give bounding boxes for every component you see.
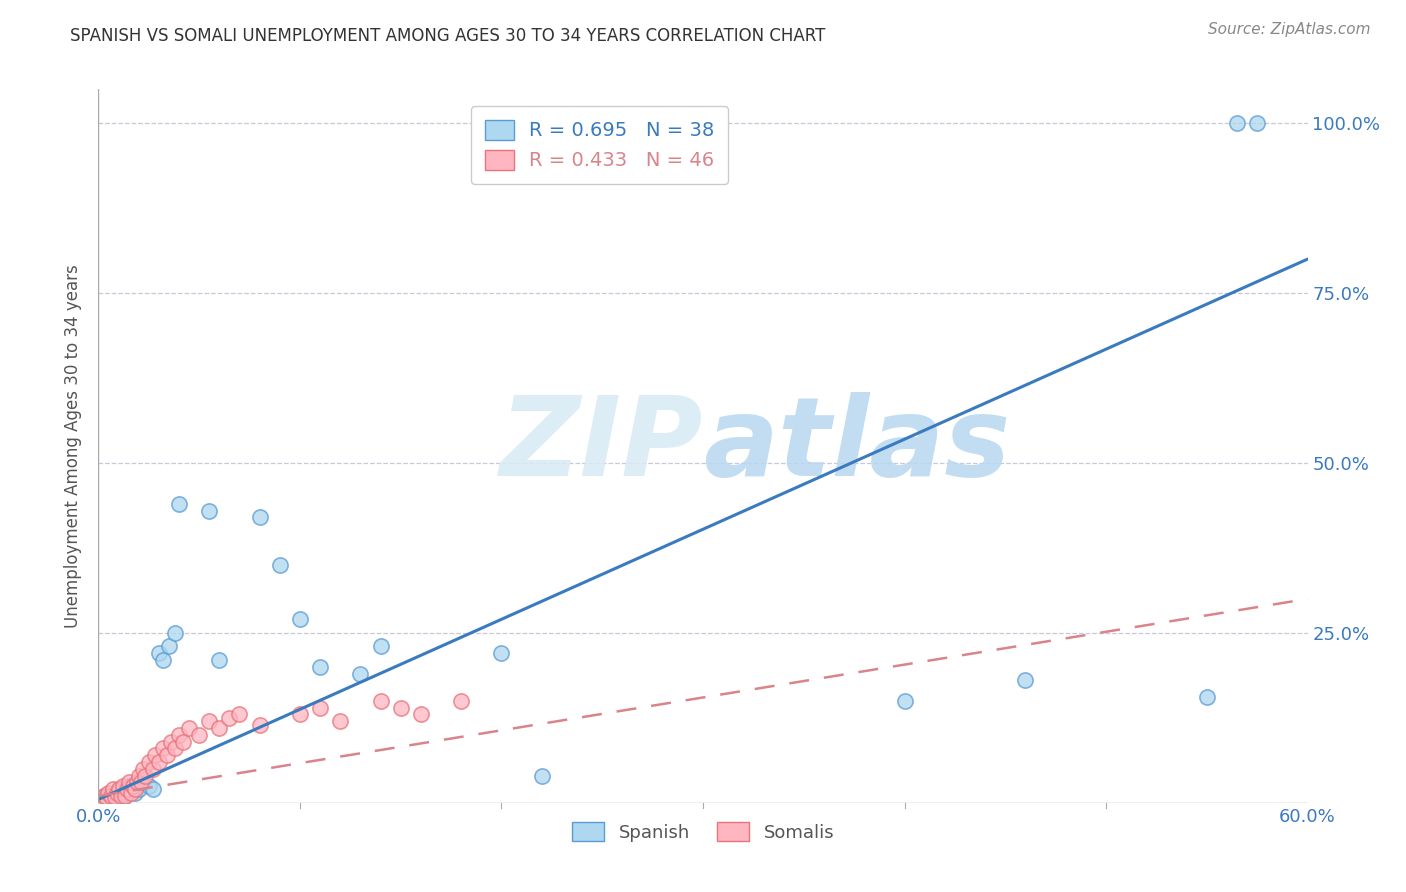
Point [370, 640, 392, 654]
Point [198, 714, 221, 729]
Point [97, 792, 120, 806]
Point [103, 786, 125, 800]
Point [1014, 673, 1036, 688]
Point [167, 497, 190, 511]
Point [100, 789, 122, 803]
Point [389, 700, 412, 714]
Point [1195, 690, 1218, 705]
Point [329, 714, 352, 729]
Point [120, 786, 142, 800]
Point [138, 755, 160, 769]
Point [121, 779, 143, 793]
Point [143, 748, 166, 763]
Point [115, 782, 138, 797]
Point [110, 789, 132, 803]
Point [132, 775, 155, 789]
Point [249, 510, 271, 524]
Point [138, 779, 160, 793]
Point [101, 782, 124, 797]
Point [309, 700, 332, 714]
Point [103, 790, 125, 805]
Point [118, 779, 141, 793]
Point [110, 786, 132, 800]
Point [125, 775, 148, 789]
Legend: Spanish, Somalis: Spanish, Somalis [562, 814, 844, 851]
Point [132, 762, 155, 776]
Point [97, 786, 120, 800]
Point [124, 786, 146, 800]
Text: ZIP: ZIP [499, 392, 703, 500]
Point [156, 748, 179, 763]
Point [120, 782, 142, 797]
Point [370, 694, 392, 708]
Point [152, 741, 174, 756]
Point [142, 762, 165, 776]
Point [218, 711, 240, 725]
Point [100, 790, 122, 805]
Point [118, 775, 141, 789]
Point [148, 646, 170, 660]
Point [105, 789, 128, 803]
Point [124, 782, 146, 797]
Point [893, 694, 915, 708]
Point [142, 782, 165, 797]
Point [111, 779, 134, 793]
Point [128, 769, 150, 783]
Point [179, 721, 201, 735]
Point [160, 734, 183, 748]
Point [93, 789, 115, 803]
Point [148, 755, 170, 769]
Point [114, 789, 136, 803]
Point [134, 769, 156, 783]
Point [288, 707, 311, 722]
Point [349, 666, 371, 681]
Point [208, 653, 231, 667]
Point [172, 734, 194, 748]
Point [128, 782, 150, 797]
Y-axis label: Unemployment Among Ages 30 to 34 years: Unemployment Among Ages 30 to 34 years [65, 264, 83, 628]
Text: atlas: atlas [703, 392, 1011, 500]
Point [111, 782, 134, 797]
Point [163, 626, 186, 640]
Point [114, 789, 136, 803]
Point [167, 728, 190, 742]
Point [450, 694, 472, 708]
Point [491, 646, 513, 660]
Point [198, 503, 221, 517]
Point [530, 769, 553, 783]
Point [228, 707, 250, 722]
Point [96, 790, 118, 805]
Point [269, 558, 291, 572]
Point [208, 721, 231, 735]
Point [249, 717, 271, 731]
Point [152, 653, 174, 667]
Point [107, 782, 129, 797]
Point [129, 775, 152, 789]
Point [409, 707, 432, 722]
Point [1226, 116, 1249, 130]
Point [288, 612, 311, 626]
Text: SPANISH VS SOMALI UNEMPLOYMENT AMONG AGES 30 TO 34 YEARS CORRELATION CHART: SPANISH VS SOMALI UNEMPLOYMENT AMONG AGE… [70, 27, 825, 45]
Point [107, 782, 129, 797]
Point [163, 741, 186, 756]
Point [1246, 116, 1268, 130]
Point [101, 789, 124, 803]
Point [91, 792, 114, 806]
Point [309, 660, 332, 674]
Point [188, 728, 211, 742]
Point [125, 779, 148, 793]
Point [105, 786, 128, 800]
Point [157, 640, 180, 654]
Point [93, 789, 115, 803]
Text: Source: ZipAtlas.com: Source: ZipAtlas.com [1208, 22, 1371, 37]
